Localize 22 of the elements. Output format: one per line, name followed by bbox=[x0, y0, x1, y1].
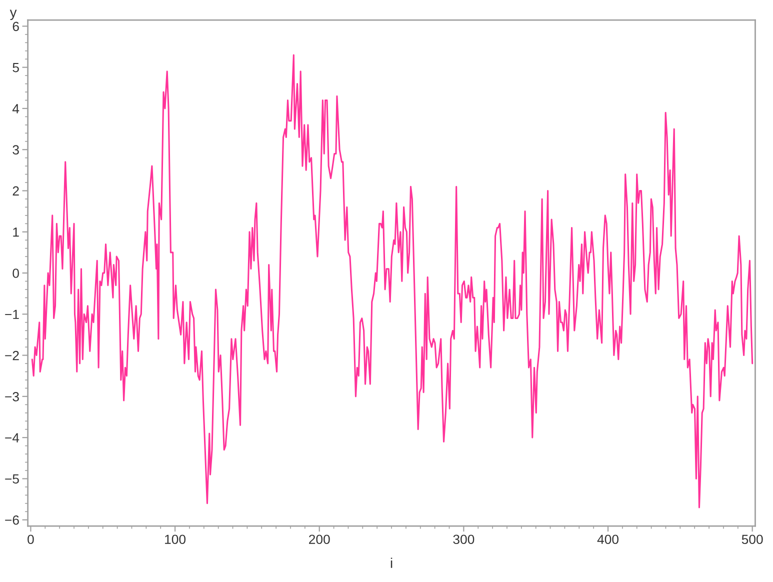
y-tick-label: 1 bbox=[13, 228, 19, 237]
y-tick-label: 4 bbox=[12, 104, 20, 114]
y-tick-label: −1 bbox=[5, 310, 19, 319]
x-tick-label: 100 bbox=[165, 534, 186, 544]
y-tick-label: 5 bbox=[12, 63, 19, 72]
y-tick-label: 2 bbox=[12, 186, 19, 196]
y-tick-label: −3 bbox=[5, 392, 19, 402]
x-tick-label: 0 bbox=[28, 534, 34, 544]
x-tick-label: 200 bbox=[309, 534, 330, 544]
y-tick-label: −2 bbox=[5, 350, 19, 360]
x-tick-label: 500 bbox=[742, 534, 763, 544]
y-tick-label: 6 bbox=[12, 22, 19, 32]
y-tick-label: 3 bbox=[12, 145, 19, 155]
x-tick-label: 400 bbox=[597, 534, 619, 544]
y-tick-label: −6 bbox=[5, 515, 19, 525]
y-tick-label: −4 bbox=[5, 433, 20, 442]
y-axis-title: y bbox=[10, 10, 17, 20]
x-axis-title: i bbox=[390, 558, 392, 568]
x-tick-label: 300 bbox=[453, 534, 474, 544]
y-tick-label: 0 bbox=[12, 268, 19, 278]
line-series bbox=[31, 54, 754, 508]
y-tick-label: −5 bbox=[5, 474, 19, 484]
